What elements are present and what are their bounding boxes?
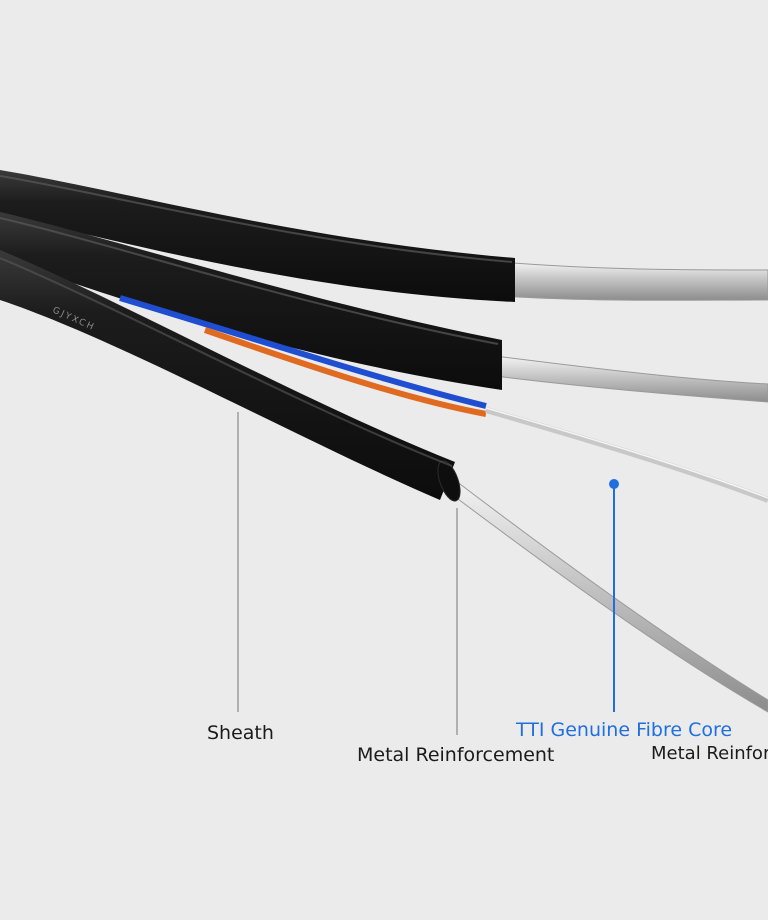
cable-top-sheath (0, 170, 515, 302)
cable-middle (0, 212, 768, 403)
cable-bottom: GJYXCH (0, 250, 768, 713)
cable-top-wire (499, 261, 768, 301)
fibre-core-bare (485, 407, 768, 503)
fibre-core-pair (119, 295, 768, 503)
cable-middle-sheath (0, 212, 502, 390)
fibre-core-leader-dot (609, 479, 619, 489)
cable-top (0, 170, 768, 302)
sheath-label: Sheath (207, 722, 274, 744)
cable-bottom-sheath (0, 250, 455, 500)
cable-bottom-wire (445, 477, 768, 713)
fibre-core-orange (204, 327, 487, 417)
cable-middle-wire (494, 355, 768, 403)
fibre-core-blue (119, 295, 487, 409)
fibre-core-label: TTI Genuine Fibre Core (516, 719, 733, 741)
metal-reinforcement-label-cut: Metal Reinfor (651, 743, 768, 764)
metal-reinforcement-label: Metal Reinforcement (357, 744, 555, 766)
